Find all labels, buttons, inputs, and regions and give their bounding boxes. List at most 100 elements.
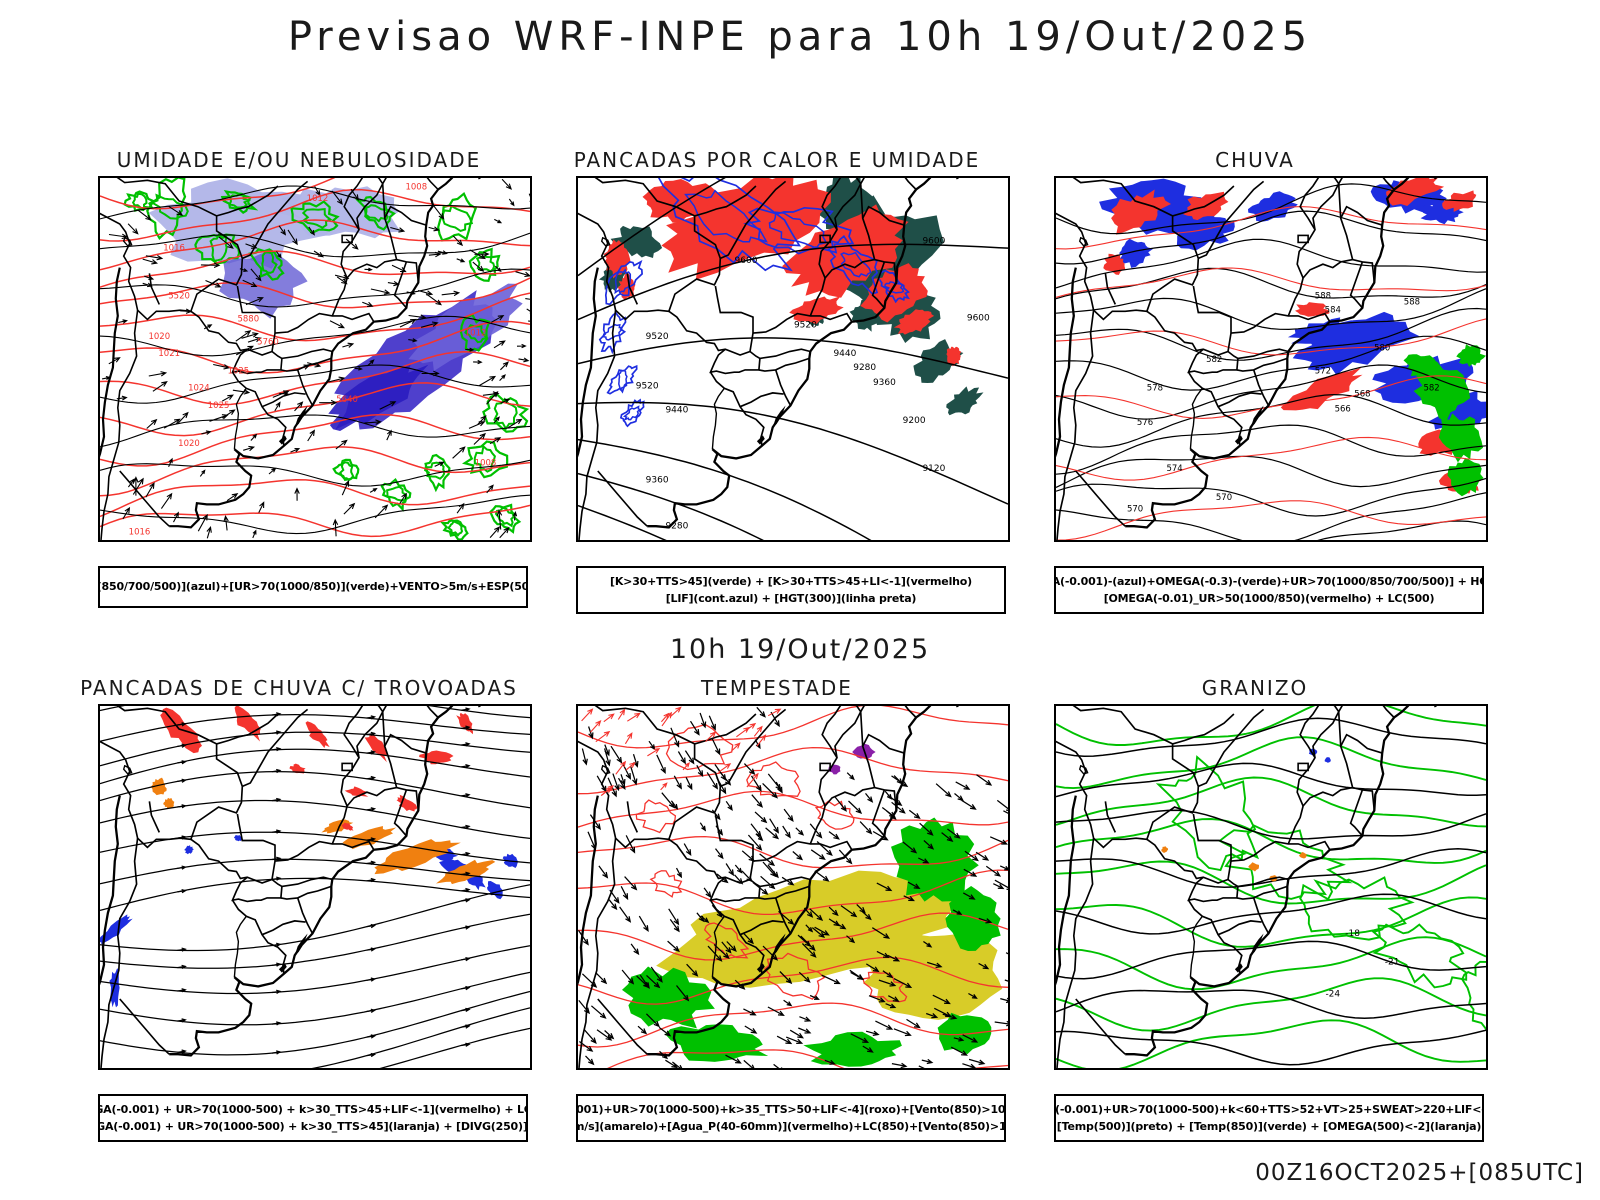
y-tick-mark [1054, 230, 1056, 232]
svg-text:582: 582 [1206, 355, 1222, 365]
y-tick-mark [576, 264, 578, 266]
svg-text:566: 566 [1335, 404, 1351, 414]
svg-text:582: 582 [1423, 384, 1439, 394]
y-tick-mark [98, 758, 100, 760]
x-tick-mark [1076, 1068, 1078, 1070]
x-tick-mark [1323, 540, 1325, 542]
svg-text:5760: 5760 [257, 338, 279, 348]
svg-text:1024: 1024 [188, 384, 210, 394]
map-canvas-pancadas-calor-umidade[interactable]: 9600 9600 9600 9520 9520 9520 9440 9440 9360 9360… [576, 176, 1010, 542]
y-tick-mark [576, 758, 578, 760]
y-tick-mark [1054, 368, 1056, 370]
svg-text:1016: 1016 [129, 527, 151, 537]
y-tick-mark [98, 723, 100, 725]
y-tick-mark [576, 471, 578, 473]
y-tick-mark [98, 930, 100, 932]
y-tick-mark [1054, 402, 1056, 404]
y-tick-mark [98, 437, 100, 439]
y-tick-mark [576, 333, 578, 335]
y-tick-mark [98, 896, 100, 898]
x-tick-mark [1471, 1068, 1473, 1070]
svg-text:588: 588 [1315, 292, 1331, 302]
caption-line: [K>30+TTS>45](verde) + [K>30+TTS>45+LI<-… [610, 574, 972, 588]
y-tick-mark [576, 437, 578, 439]
map-canvas-umidade-nebulosidade[interactable]: 1016 1016 1012 1012 1008 1020 1024 1025 1021 1020… [98, 176, 532, 542]
svg-text:9600: 9600 [735, 256, 758, 266]
plot-area-granizo: -18-21-2412S15S18S21S24S27S30S33S36S39S4… [1018, 704, 1492, 1070]
map-canvas-pancadas-chuva-trovoadas[interactable]: 12S15S18S21S24S27S30S33S36S39S42S70W65W6… [98, 704, 532, 1070]
map-layers-chuva: 588 584 582 580 578 576 574 572 570 568 566 588 582 5… [1056, 178, 1486, 540]
svg-text:9280: 9280 [665, 522, 688, 532]
svg-text:1025: 1025 [208, 401, 230, 411]
svg-text:1016: 1016 [163, 243, 185, 253]
x-tick-mark [993, 1068, 995, 1070]
y-tick-mark [1054, 471, 1056, 473]
x-tick-mark [894, 540, 896, 542]
panel-title-chuva: CHUVA [1215, 148, 1295, 172]
plot-area-pancadas-calor-umidade: 9600 9600 9600 9520 9520 9520 9440 9440 9360 9360… [540, 176, 1014, 542]
svg-text:1020: 1020 [148, 332, 170, 342]
x-tick-mark [219, 1068, 221, 1070]
y-tick-mark [576, 827, 578, 829]
y-tick-mark [576, 1068, 578, 1070]
svg-text:574: 574 [1166, 464, 1182, 474]
svg-text:9360: 9360 [646, 476, 669, 486]
x-tick-mark [795, 540, 797, 542]
y-tick-mark [1054, 723, 1056, 725]
y-tick-mark [98, 195, 100, 197]
caption-line: [OMEGA(-0.01)_UR>50(1000/850)(vermelho) … [1103, 592, 1435, 605]
svg-text:-24: -24 [1325, 990, 1340, 1000]
y-tick-mark [1054, 861, 1056, 863]
panel-title-granizo: GRANIZO [1201, 676, 1309, 700]
x-tick-mark [598, 540, 600, 542]
y-tick-mark [576, 999, 578, 1001]
y-tick-mark [98, 402, 100, 404]
svg-text:9600: 9600 [922, 237, 945, 247]
svg-text:5640: 5640 [336, 395, 358, 405]
caption-box-pancadas-calor-umidade: [K>30+TTS>45](verde) + [K>30+TTS>45+LI<-… [576, 566, 1006, 614]
y-tick-mark [576, 299, 578, 301]
x-tick-mark [1125, 1068, 1127, 1070]
x-tick-mark [1422, 540, 1424, 542]
panel-title-pancadas-chuva-trovoadas: PANCADAS DE CHUVA C/ TROVOADAS [80, 676, 518, 700]
x-tick-mark [598, 1068, 600, 1070]
caption-box-umidade-nebulosidade: [UR>70(850/700/500)](azul)+[UR>70(1000/8… [98, 566, 528, 608]
y-tick-mark [576, 402, 578, 404]
x-tick-mark [1224, 1068, 1226, 1070]
y-tick-mark [98, 827, 100, 829]
caption-line: [LIF](cont.azul) + [HGT(300)](linha pret… [665, 592, 917, 605]
x-tick-mark [1125, 540, 1127, 542]
caption-box-chuva: [OMEGA(-0.001)-(azul)+OMEGA(-0.3)-(verde… [1054, 566, 1484, 614]
y-tick-mark [1054, 540, 1056, 542]
caption-line: [UR>70(850/700/500)](azul)+[UR>70(1000/8… [98, 580, 526, 594]
x-tick-mark [746, 540, 748, 542]
caption-box-tempestade: [OMEGA(-0.001)+UR>70(1000-500)+k>35_TTS>… [576, 1094, 1006, 1142]
x-tick-mark [317, 1068, 319, 1070]
svg-text:9520: 9520 [646, 332, 669, 342]
y-tick-mark [98, 1034, 100, 1036]
y-tick-mark [98, 368, 100, 370]
svg-text:9200: 9200 [903, 416, 926, 426]
y-tick-mark [98, 471, 100, 473]
y-tick-mark [1054, 1034, 1056, 1036]
svg-text:-21: -21 [1385, 958, 1400, 968]
y-tick-mark [98, 540, 100, 542]
svg-text:-18: -18 [1345, 929, 1360, 939]
x-tick-mark [1175, 540, 1177, 542]
map-canvas-tempestade[interactable]: 12S15S18S21S24S27S30S33S36S39S42S70W65W6… [576, 704, 1010, 1070]
panel-title-umidade-nebulosidade: UMIDADE E/OU NEBULOSIDADE [116, 148, 482, 172]
caption-line: [OMEGA(-0.001)-(azul)+OMEGA(-0.3)-(verde… [1054, 574, 1482, 588]
x-tick-mark [845, 1068, 847, 1070]
y-tick-mark [576, 230, 578, 232]
svg-text:576: 576 [1137, 418, 1153, 428]
x-tick-mark [169, 540, 171, 542]
y-tick-mark [1054, 506, 1056, 508]
y-tick-mark [576, 861, 578, 863]
svg-text:9520: 9520 [794, 320, 817, 330]
map-canvas-chuva[interactable]: 588 584 582 580 578 576 574 572 570 568 566 588 582 5… [1054, 176, 1488, 542]
x-tick-mark [515, 540, 517, 542]
svg-text:1012: 1012 [465, 328, 487, 338]
map-canvas-granizo[interactable]: -18-21-2412S15S18S21S24S27S30S33S36S39S4… [1054, 704, 1488, 1070]
x-tick-mark [169, 1068, 171, 1070]
x-tick-mark [1372, 540, 1374, 542]
